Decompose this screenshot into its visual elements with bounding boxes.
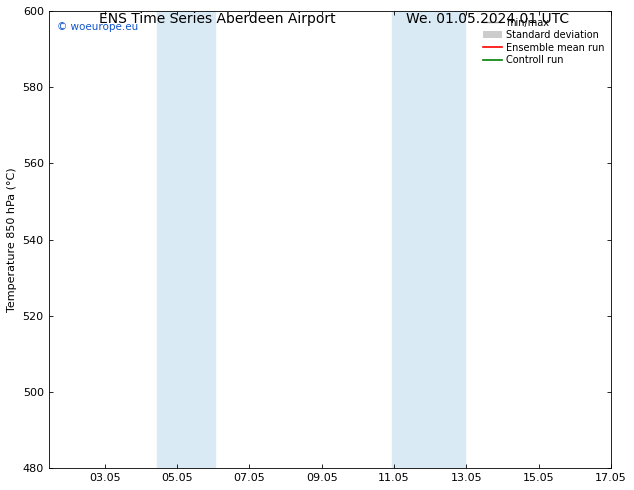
Bar <box>392 11 465 468</box>
Text: © woeurope.eu: © woeurope.eu <box>57 23 138 32</box>
Text: ENS Time Series Aberdeen Airport: ENS Time Series Aberdeen Airport <box>99 12 335 26</box>
Legend: min/max, Standard deviation, Ensemble mean run, Controll run: min/max, Standard deviation, Ensemble me… <box>480 15 607 68</box>
Y-axis label: Temperature 850 hPa (°C): Temperature 850 hPa (°C) <box>7 167 17 312</box>
Text: We. 01.05.2024 01 UTC: We. 01.05.2024 01 UTC <box>406 12 569 26</box>
Bar <box>157 11 215 468</box>
